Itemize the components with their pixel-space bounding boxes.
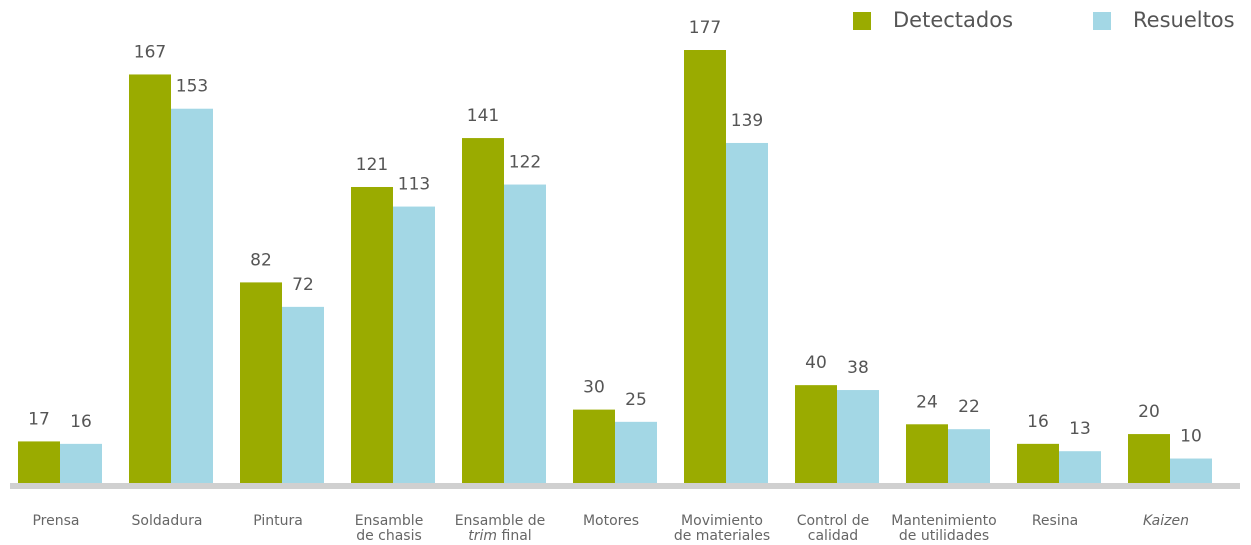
bar [129,74,171,483]
value-label: 153 [176,77,208,97]
value-label: 20 [1138,402,1160,422]
bar [615,421,657,483]
x-tick-label: Ensamble de [455,513,546,529]
legend-swatch [853,12,871,30]
bar [462,138,504,483]
x-tick-label: trim final [468,528,531,544]
legend-label: Resueltos [1133,8,1235,32]
bar [282,306,324,483]
value-label: 177 [689,18,721,38]
x-tick-label: Soldadura [132,513,203,529]
value-label: 16 [1027,412,1049,432]
bar [504,184,546,483]
x-tick-label: de materiales [674,528,770,544]
x-tick-label: Mantenimiento [891,513,996,529]
bar [795,385,837,483]
bar [726,142,768,483]
x-tick-label: de utilidades [899,528,989,544]
bar [1059,451,1101,483]
x-tick-label: Motores [583,513,639,529]
x-tick-label: calidad [808,528,858,544]
value-label: 38 [847,358,869,378]
value-label: 122 [509,153,541,173]
legend-label: Detectados [893,8,1013,32]
bar [18,441,60,483]
bar [906,424,948,483]
x-tick-label: de chasis [356,528,422,544]
value-label: 10 [1180,427,1202,447]
value-label: 22 [958,397,980,417]
legend-swatch [1093,12,1111,30]
value-label: 72 [292,275,314,295]
value-label: 113 [398,175,430,195]
value-label: 16 [70,412,92,432]
bar [837,390,879,483]
bar [573,409,615,483]
bar [684,50,726,483]
value-label: 141 [467,106,499,126]
baseline [10,483,1240,489]
value-label: 13 [1069,419,1091,439]
x-tick-label: Resina [1032,513,1078,529]
x-tick-label: Movimiento [681,513,763,529]
value-label: 17 [28,409,50,429]
x-tick-label: Prensa [32,513,79,529]
bar [1128,434,1170,483]
value-label: 82 [250,250,272,270]
value-label: 40 [805,353,827,373]
bar [351,186,393,483]
bar [240,282,282,483]
value-label: 30 [583,378,605,398]
x-tick-label: Control de [797,513,870,529]
value-label: 139 [731,111,763,131]
value-label: 167 [134,42,166,62]
bar [171,108,213,484]
x-tick-label: Pintura [253,513,303,529]
x-tick-label: Ensamble [355,513,424,529]
x-tick-label: Kaizen [1143,513,1189,529]
value-label: 25 [625,390,647,410]
bar [1017,443,1059,483]
value-label: 121 [356,155,388,175]
bar [1170,458,1212,483]
value-label: 24 [916,392,938,412]
bar [60,443,102,483]
bar [948,429,990,483]
bar [393,206,435,483]
